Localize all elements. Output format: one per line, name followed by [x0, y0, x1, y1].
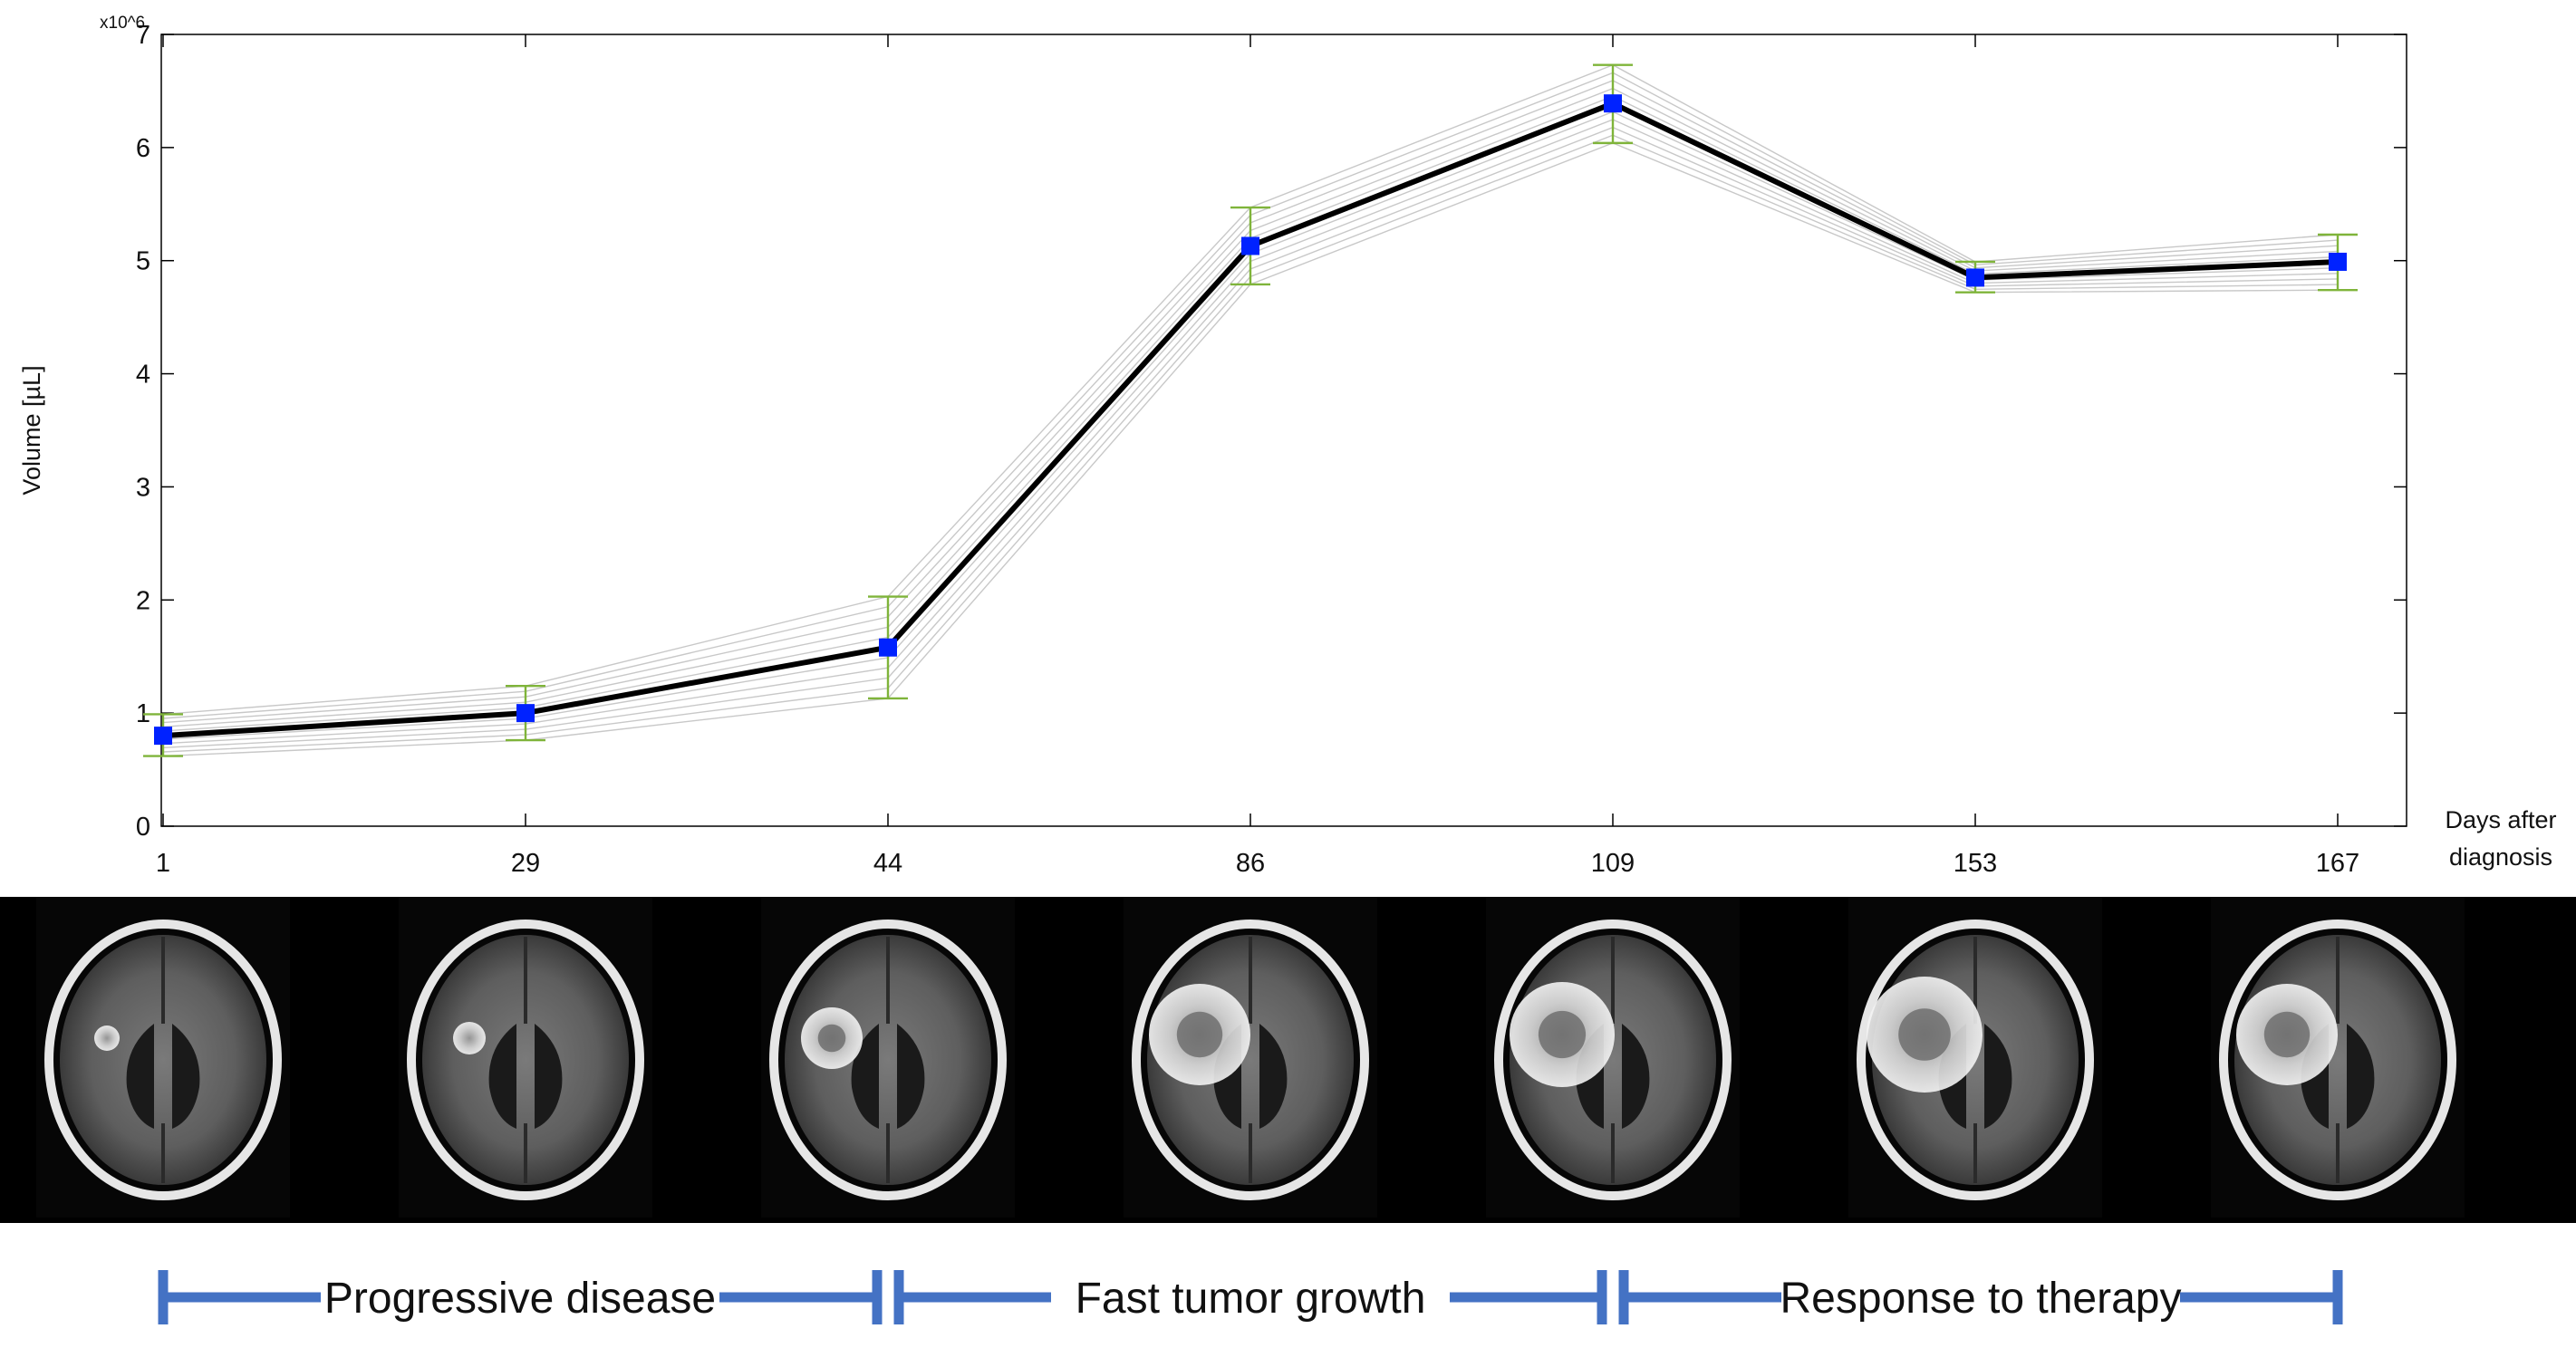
x-tick-label: 29	[511, 849, 540, 878]
x-axis-label-line2: diagnosis	[2449, 843, 2552, 871]
skull-outline	[1132, 920, 1369, 1200]
ensemble-lines	[162, 63, 2339, 757]
right-ventricle	[1984, 1024, 2012, 1129]
x-tick-label: 167	[2316, 849, 2359, 878]
x-axis-ticks: 1 29 44 86 109 153 167	[156, 34, 2359, 878]
skull-outline	[1857, 920, 2094, 1200]
phase-label: Response to therapy	[1780, 1275, 2182, 1323]
brain-tissue	[60, 935, 266, 1185]
ensemble-line	[162, 111, 2339, 740]
right-ventricle	[172, 1024, 200, 1129]
y-tick-label: 6	[136, 134, 150, 163]
skull-outline	[769, 920, 1007, 1200]
y-axis-label: Volume [µL]	[18, 365, 45, 495]
phase-label: Fast tumor growth	[1076, 1275, 1426, 1323]
mri-slice	[1486, 897, 1740, 1218]
right-ventricle	[897, 1024, 925, 1129]
right-ventricle	[535, 1024, 563, 1129]
ensemble-line	[162, 72, 2339, 719]
mean-line	[162, 101, 2339, 739]
right-ventricle	[1622, 1024, 1650, 1129]
y-tick-label: 3	[136, 473, 150, 502]
error-bars	[143, 63, 2358, 757]
data-marker	[1241, 236, 1259, 255]
y-tick-label: 7	[136, 21, 150, 50]
data-marker	[1604, 94, 1622, 113]
y-tick-label: 4	[136, 361, 150, 390]
data-marker	[2329, 252, 2347, 271]
tumor-lesion	[453, 1022, 486, 1054]
y-tick-label: 2	[136, 586, 150, 615]
data-marker	[879, 638, 897, 657]
x-tick-label: 86	[1236, 849, 1265, 878]
ensemble-line	[162, 95, 2339, 732]
mri-slice	[1848, 897, 2102, 1218]
skull-outline	[44, 920, 282, 1200]
y-tick-label: 5	[136, 247, 150, 276]
mri-slice	[1124, 897, 1377, 1218]
left-ventricle	[126, 1024, 154, 1129]
right-ventricle	[1259, 1024, 1288, 1129]
x-tick-label: 109	[1591, 849, 1635, 878]
left-ventricle	[488, 1024, 516, 1129]
plot-frame	[160, 34, 2407, 827]
data-marker	[154, 727, 172, 746]
mean-line-path	[162, 101, 2339, 739]
mri-panels	[36, 897, 2465, 1218]
tumor-core	[1176, 1011, 1223, 1058]
y-tick-label: 1	[136, 699, 150, 728]
mri-slice	[399, 897, 652, 1218]
brain-tissue	[785, 935, 991, 1185]
tumor-lesion	[94, 1025, 120, 1051]
tumor-core	[1538, 1010, 1587, 1059]
ensemble-line	[162, 103, 2339, 737]
x-tick-label: 1	[156, 849, 170, 878]
data-marker	[516, 704, 535, 723]
tumor-core	[1898, 1008, 1951, 1061]
right-ventricle	[2347, 1024, 2375, 1129]
data-marker	[1966, 268, 1984, 287]
mri-slice	[2211, 897, 2465, 1218]
tumor-core	[2263, 1011, 2311, 1058]
ensemble-line	[162, 80, 2339, 724]
y-tick-label: 0	[136, 813, 150, 842]
ensemble-line	[162, 63, 2339, 716]
x-tick-label: 44	[873, 849, 902, 878]
brain-tissue	[422, 935, 629, 1185]
mri-slice	[36, 897, 290, 1218]
phase-annotations: Progressive disease Fast tumor growth Resp…	[158, 1270, 2343, 1324]
mri-slice	[761, 897, 1015, 1218]
phase-bracket: Fast tumor growth	[893, 1270, 1607, 1324]
skull-outline	[1494, 920, 1732, 1200]
phase-label: Progressive disease	[324, 1275, 716, 1323]
data-markers	[154, 94, 2347, 746]
skull-outline	[407, 920, 644, 1200]
skull-outline	[2219, 920, 2456, 1200]
x-tick-label: 153	[1954, 849, 1997, 878]
phase-bracket: Response to therapy	[1618, 1270, 2343, 1324]
phase-bracket: Progressive disease	[158, 1270, 883, 1324]
x-axis-label-line1: Days after	[2445, 806, 2556, 833]
ensemble-line	[162, 87, 2339, 727]
tumor-core	[817, 1024, 846, 1053]
mri-strip	[0, 897, 2576, 1223]
y-axis-ticks: 0 1 2 3 4 5 6 7	[136, 21, 2407, 842]
y-multiplier-label: x10^6	[100, 14, 145, 33]
